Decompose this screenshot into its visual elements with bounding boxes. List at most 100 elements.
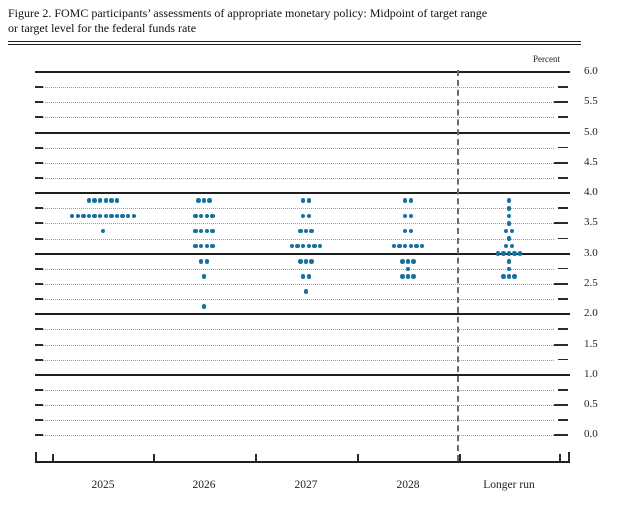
projection-dot: [400, 259, 405, 264]
projection-dot: [201, 304, 207, 310]
y-axis-tick-label: 4.0: [584, 186, 598, 199]
gridline-dotted: [35, 238, 554, 240]
x-axis-baseline: [35, 461, 570, 463]
projection-dot: [210, 228, 215, 234]
y-right-tick: [558, 298, 568, 300]
gridline-dotted: [35, 223, 554, 225]
x-axis-endcap: [568, 452, 570, 461]
projection-dot: [97, 198, 103, 204]
projection-dot: [408, 198, 414, 204]
x-axis-column-tick: [559, 454, 561, 461]
title-double-rule: [8, 41, 581, 45]
projection-dot: [408, 243, 414, 249]
y-right-tick: [554, 161, 568, 164]
projection-dot: [509, 228, 515, 234]
y-left-tick: [35, 146, 43, 149]
y-axis-unit-label: Percent: [533, 54, 560, 64]
x-axis-column-tick: [459, 454, 461, 461]
y-right-tick: [554, 434, 568, 437]
figure-title-line1: Figure 2. FOMC participants’ assessments…: [8, 6, 488, 20]
projection-dot: [86, 198, 92, 204]
y-left-tick: [35, 86, 43, 89]
x-axis-category-label: Longer run: [483, 479, 535, 491]
projection-dot: [300, 213, 306, 219]
projection-dot: [198, 213, 204, 219]
projection-dot: [100, 228, 106, 234]
gridline-dotted: [35, 359, 554, 361]
projection-dot: [198, 259, 204, 264]
projection-dot: [506, 266, 512, 272]
projection-dot: [501, 251, 506, 257]
y-left-tick: [35, 267, 43, 270]
x-axis-column-tick: [52, 454, 54, 461]
projection-dot: [298, 228, 303, 234]
projection-dot: [75, 213, 81, 219]
y-left-tick: [35, 237, 43, 240]
projection-dot: [306, 213, 312, 219]
projection-dot: [512, 251, 517, 257]
projection-dot: [391, 243, 397, 249]
projection-dot: [503, 228, 509, 234]
projection-dot: [120, 213, 125, 219]
projection-dot: [109, 198, 114, 204]
projection-dot: [92, 213, 97, 219]
projection-dot: [408, 213, 414, 219]
projection-dot: [402, 228, 408, 234]
gridline-solid: [35, 313, 570, 316]
x-axis-category-label: 2026: [192, 479, 216, 491]
projection-dot: [114, 198, 120, 204]
y-left-tick: [35, 389, 43, 392]
longer-run-separator-line: [457, 70, 459, 461]
projection-dot: [109, 213, 114, 219]
projection-dot: [201, 198, 207, 204]
x-axis-endcap: [35, 452, 37, 461]
y-right-tick: [554, 283, 568, 286]
projection-dot: [506, 236, 512, 241]
y-right-tick: [558, 267, 568, 270]
gridline-dotted: [35, 117, 554, 119]
projection-dot: [419, 243, 425, 249]
projection-dot: [402, 213, 408, 219]
projection-dot: [204, 259, 210, 264]
projection-dot: [509, 243, 515, 249]
projection-dot: [193, 228, 198, 234]
projection-dot: [506, 251, 512, 257]
y-left-tick: [35, 283, 43, 286]
projection-dot: [92, 198, 97, 204]
gridline-dotted: [35, 420, 554, 422]
projection-dot: [405, 259, 411, 264]
gridline-dotted: [35, 405, 554, 407]
projection-dot: [312, 243, 317, 249]
figure-title: Figure 2. FOMC participants’ assessments…: [8, 6, 608, 36]
projection-dot: [303, 259, 309, 264]
projection-dot: [402, 243, 408, 249]
projection-dot: [506, 206, 512, 211]
gridline-dotted: [35, 284, 554, 286]
projection-dot: [204, 243, 210, 249]
projection-dot: [289, 243, 295, 249]
projection-dot: [207, 198, 212, 204]
projection-dot: [405, 266, 411, 272]
y-right-tick: [554, 404, 568, 407]
y-right-tick: [558, 358, 568, 361]
y-left-tick: [35, 404, 43, 407]
projection-dot: [201, 274, 207, 279]
projection-dot: [198, 243, 204, 249]
y-right-tick: [558, 328, 568, 330]
gridline-solid: [35, 131, 570, 134]
projection-dot: [298, 259, 303, 264]
gridline-dotted: [35, 329, 554, 331]
y-left-tick: [35, 177, 43, 179]
y-axis-tick-label: 2.0: [584, 307, 598, 320]
y-right-tick: [558, 86, 568, 88]
projection-dot: [210, 243, 215, 249]
projection-dot: [506, 221, 512, 226]
y-right-tick: [558, 177, 568, 179]
x-axis-category-label: 2028: [396, 479, 420, 491]
projection-dot: [503, 243, 509, 249]
projection-dot: [405, 274, 411, 279]
gridline-dotted: [35, 344, 554, 346]
projection-dot: [193, 213, 198, 219]
y-right-tick: [558, 237, 568, 240]
projection-dot: [210, 213, 215, 219]
